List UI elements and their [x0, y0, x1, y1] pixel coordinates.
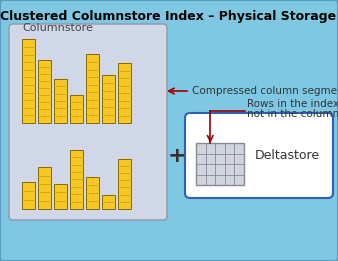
Bar: [54, 79, 67, 123]
Text: Clustered Columnstore Index – Physical Storage: Clustered Columnstore Index – Physical S…: [0, 10, 336, 23]
Text: not in the columnstore: not in the columnstore: [247, 109, 338, 119]
Text: +: +: [167, 145, 186, 165]
Bar: [70, 95, 83, 123]
Bar: [196, 143, 243, 185]
Bar: [118, 159, 131, 209]
Text: Columnstore: Columnstore: [22, 23, 93, 33]
Text: Deltastore: Deltastore: [255, 149, 320, 162]
Bar: [22, 182, 35, 209]
Bar: [38, 60, 51, 123]
Bar: [54, 184, 67, 209]
Bar: [38, 167, 51, 209]
Bar: [102, 195, 115, 209]
Bar: [22, 39, 35, 123]
Text: Rows in the index, but: Rows in the index, but: [247, 99, 338, 109]
Bar: [86, 177, 99, 209]
Bar: [86, 54, 99, 123]
Bar: [70, 150, 83, 209]
Bar: [102, 75, 115, 123]
Text: Compressed column segments: Compressed column segments: [192, 86, 338, 96]
FancyBboxPatch shape: [9, 24, 167, 220]
FancyBboxPatch shape: [185, 113, 333, 198]
Bar: [118, 63, 131, 123]
